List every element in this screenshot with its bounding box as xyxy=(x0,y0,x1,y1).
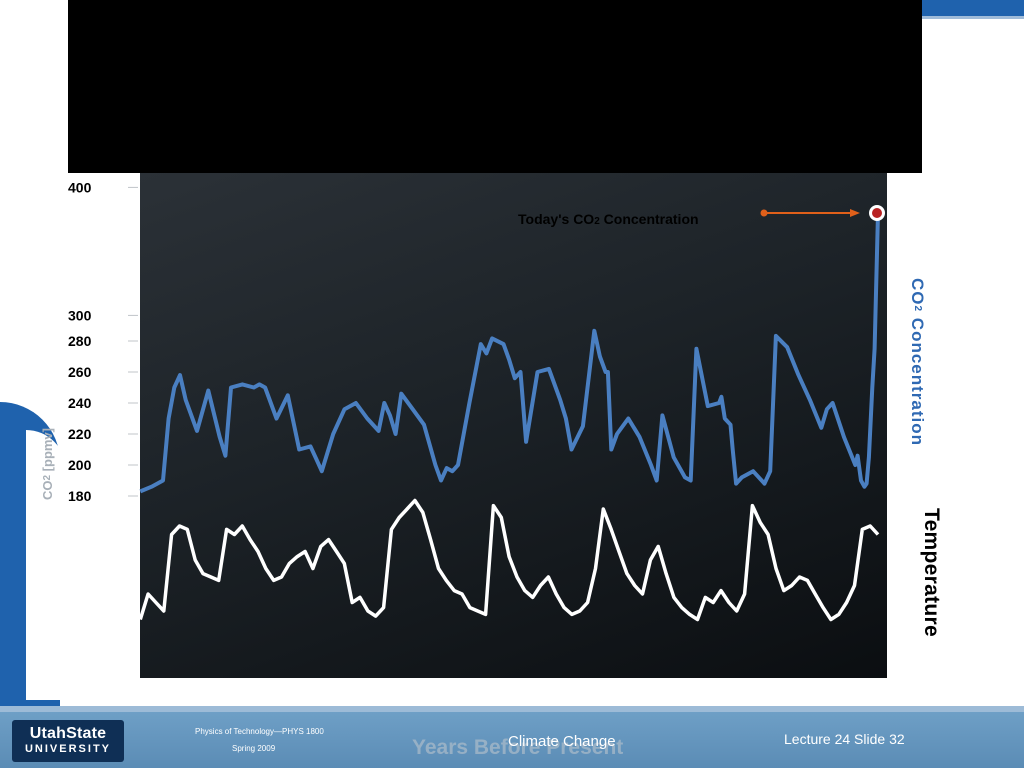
today-co2-annotation xyxy=(760,205,885,221)
legend-temperature: Temperature xyxy=(920,508,943,637)
footer-bar xyxy=(0,712,1024,768)
y-axis-ticks: 400 300 280 260 240 220 200 180 xyxy=(68,179,138,504)
annotation-arrow-head xyxy=(850,209,860,217)
footer-divider xyxy=(0,706,1024,712)
slide-topic: Climate Change xyxy=(508,733,616,750)
y-tick-label: 400 xyxy=(68,179,92,195)
series-line-co2 xyxy=(139,212,880,494)
y-tick-label: 280 xyxy=(68,333,92,349)
y-tick-label: 300 xyxy=(68,307,92,323)
y-tick-label: 200 xyxy=(68,457,92,473)
course-term: Spring 2009 xyxy=(232,744,276,753)
top-accent-stripe xyxy=(920,0,1024,16)
x-axis-label: Years Before Present xyxy=(412,736,624,759)
y-tick-label: 240 xyxy=(68,395,92,411)
logo-line-1: UtahState xyxy=(29,725,107,742)
left-accent-arc-inner xyxy=(26,430,66,700)
series-line-temperature xyxy=(138,498,880,622)
lecture-slide-number: Lecture 24 Slide 32 xyxy=(784,731,905,747)
today-co2-label: Today's CO2 Concentration xyxy=(518,211,699,227)
course-name: Physics of Technology—PHYS 1800 xyxy=(195,727,324,736)
legend-co2-concentration: CO2 Concentration xyxy=(908,278,927,447)
redacted-title-area xyxy=(68,0,922,173)
y-axis-label: CO2 [ppmv] xyxy=(40,427,55,500)
university-logo: UtahState UNIVERSITY xyxy=(12,720,124,762)
plot-area xyxy=(140,173,887,678)
logo-line-2: UNIVERSITY xyxy=(24,743,111,755)
today-marker xyxy=(872,208,882,218)
top-accent-line xyxy=(920,16,1024,19)
y-tick-label: 180 xyxy=(68,488,92,504)
y-tick-label: 220 xyxy=(68,426,92,442)
y-tick-label: 260 xyxy=(68,364,92,380)
